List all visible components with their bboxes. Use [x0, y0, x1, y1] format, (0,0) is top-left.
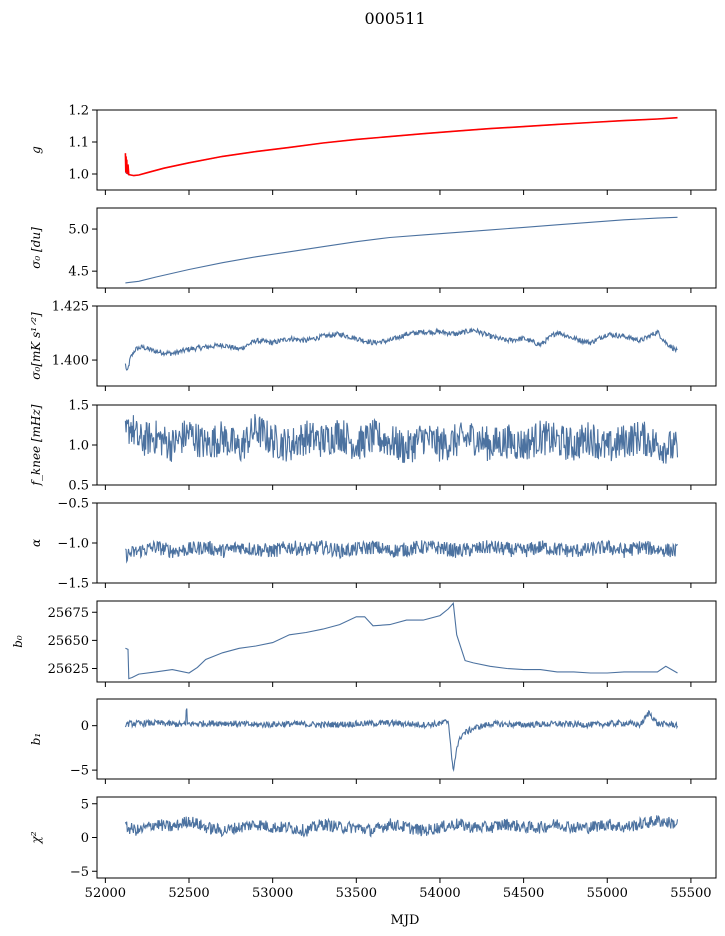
y-axis-label: f_knee [mHz]	[29, 404, 43, 486]
series-line-g	[125, 117, 678, 177]
y-tick-label: 1.1	[68, 136, 89, 151]
y-axis-label: b₀	[11, 635, 25, 648]
x-tick-label: 52500	[168, 886, 209, 901]
panel-g: 1.0 1.1 1.2 g	[29, 104, 717, 195]
y-tick-label: 25625	[48, 662, 89, 677]
y-axis-label: b₁	[29, 733, 43, 746]
y-tick-label: −0.5	[57, 497, 89, 512]
y-tick-label: 1.5	[68, 399, 89, 414]
y-tick-label: 0	[81, 719, 89, 734]
x-tick-label: 52000	[85, 886, 126, 901]
series-line-fknee	[124, 414, 679, 464]
y-axis-label: σ₀ [du]	[29, 227, 43, 269]
panel-fknee: 0.5 1.0 1.5 f_knee [mHz]	[29, 399, 717, 494]
axes-frame	[96, 600, 717, 683]
x-tick-label: 53000	[252, 886, 293, 901]
panel-b0: 25625 25650 25675 b₀	[11, 600, 717, 687]
axes-frame	[96, 502, 717, 584]
y-tick-label: 25650	[48, 634, 89, 649]
panel-sigma0-mks: 1.400 1.425 σ₀[mK s¹ᐟ²]	[29, 300, 717, 391]
axes-frame	[96, 207, 717, 289]
axes-frame	[96, 305, 717, 387]
x-tick-label: 55500	[670, 886, 711, 901]
axes-frame	[96, 796, 717, 879]
panel-b1: −5 0 b₁	[29, 698, 717, 784]
y-tick-label: 0.5	[68, 479, 89, 494]
x-tick-label: 54500	[503, 886, 544, 901]
series-line-g-overlay	[124, 116, 678, 177]
panel-chi2: −5 0 5 52000 52500 53000 53500 54000 54500 55000 5…	[29, 796, 717, 901]
y-tick-label: 5	[81, 797, 89, 812]
y-tick-label: 5.0	[68, 223, 89, 238]
y-tick-label: −1.5	[57, 577, 89, 592]
y-tick-label: −1.0	[57, 537, 89, 552]
y-tick-label: 0	[81, 831, 89, 846]
x-tick-label: 53500	[336, 886, 377, 901]
series-line-b1	[124, 708, 679, 772]
y-tick-label: 1.0	[68, 439, 89, 454]
x-axis-label: MJD	[391, 913, 420, 928]
y-tick-label: −5	[70, 865, 89, 880]
y-tick-label: 4.5	[68, 265, 89, 280]
axes-frame	[96, 109, 717, 191]
y-tick-label: 1.0	[68, 168, 89, 183]
y-tick-label: −5	[70, 764, 89, 779]
y-axis-label: α	[29, 539, 43, 547]
figure-title: 000511	[364, 9, 425, 28]
series-line-alpha	[125, 539, 678, 564]
y-tick-label: 1.400	[52, 354, 89, 369]
y-tick-label: 1.425	[52, 300, 89, 315]
y-tick-label: 25675	[48, 606, 89, 621]
y-axis-label: g	[29, 146, 43, 154]
y-axis-label: χ²	[29, 831, 43, 844]
x-tick-label: 54000	[419, 886, 460, 901]
axes-frame	[96, 698, 717, 780]
series-line-chi2	[124, 815, 679, 838]
series-line-sigma0-mks	[124, 327, 678, 371]
series-line-sigma0	[125, 216, 678, 284]
panel-alpha: −1.5 −1.0 −0.5 α	[29, 497, 717, 592]
y-tick-label: 1.2	[68, 104, 89, 119]
y-axis-label: σ₀[mK s¹ᐟ²]	[29, 312, 43, 380]
series-line-b0	[125, 602, 678, 680]
x-tick-label: 55000	[587, 886, 628, 901]
panel-sigma0: 4.5 5.0 σ₀ [du]	[29, 207, 717, 293]
panel-stack: 1.0 1.1 1.2 g 4.5 5.0 σ₀ [du] 1.400 1.425 σ₀[mK s…	[11, 104, 717, 901]
